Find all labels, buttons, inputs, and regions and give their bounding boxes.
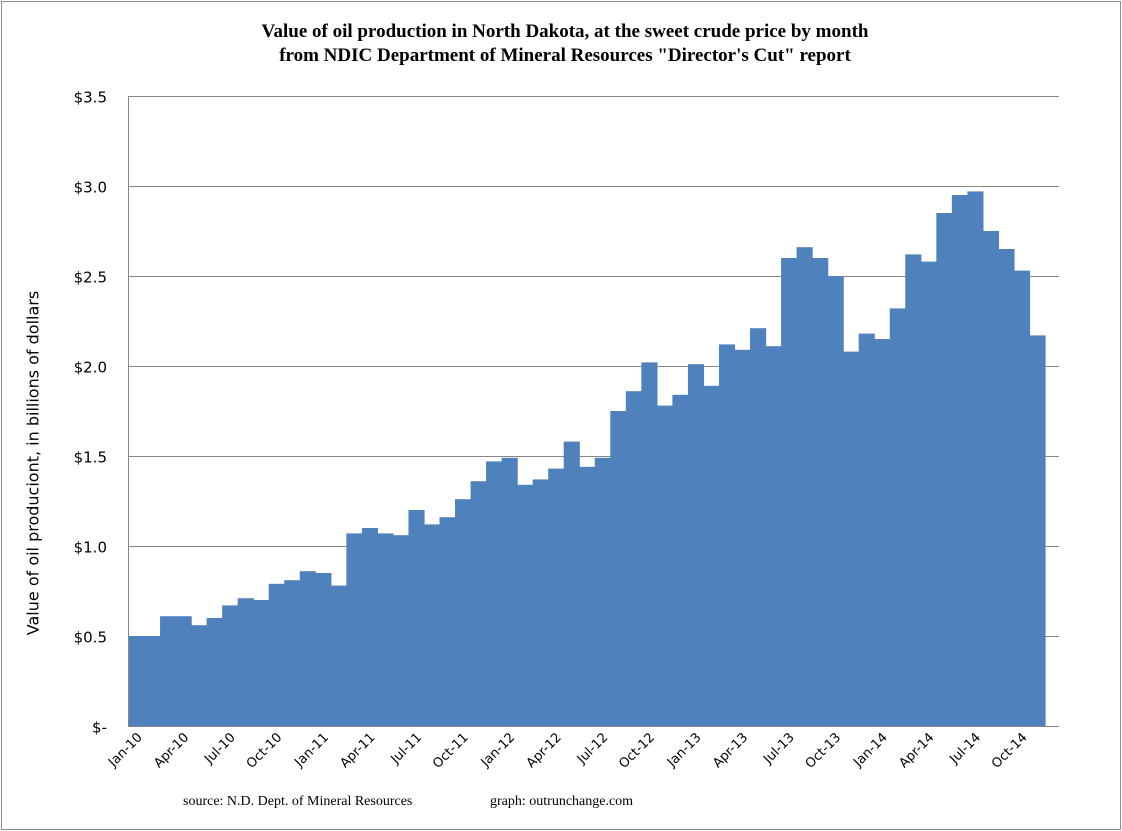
x-tick-label: Jan-11 bbox=[291, 730, 332, 771]
bar bbox=[1013, 270, 1031, 726]
bar bbox=[703, 385, 720, 726]
bar bbox=[951, 195, 968, 726]
bar bbox=[936, 213, 953, 726]
bar bbox=[672, 394, 689, 726]
x-tick-label: Oct-12 bbox=[616, 730, 658, 772]
x-tick-label: Jul-11 bbox=[388, 730, 425, 767]
y-tick-label: $2.5 bbox=[74, 269, 107, 287]
x-tick-label: Jul-13 bbox=[760, 730, 797, 767]
y-tick-label: $1.0 bbox=[74, 539, 107, 557]
bar bbox=[734, 349, 751, 726]
y-tick-label: $0.5 bbox=[74, 629, 107, 647]
x-tick-label: Apr-10 bbox=[151, 730, 192, 771]
graph-credit: graph: outrunchange.com bbox=[490, 794, 634, 809]
x-tick-label: Apr-12 bbox=[524, 730, 565, 771]
bar bbox=[858, 333, 875, 726]
bar bbox=[284, 580, 301, 726]
x-tick-label: Apr-14 bbox=[896, 730, 937, 771]
bar bbox=[253, 600, 270, 726]
bar bbox=[610, 411, 627, 726]
bar bbox=[548, 468, 565, 726]
bar bbox=[517, 484, 534, 726]
x-tick-label: Oct-14 bbox=[989, 730, 1031, 772]
bar bbox=[361, 528, 379, 726]
bar bbox=[299, 571, 316, 726]
bar bbox=[625, 391, 642, 726]
x-tick-label: Apr-13 bbox=[710, 730, 751, 771]
bar bbox=[687, 364, 705, 726]
y-tick-label: $3.0 bbox=[74, 179, 107, 197]
bar bbox=[874, 339, 891, 726]
bar bbox=[160, 616, 177, 726]
bar bbox=[315, 573, 332, 726]
x-tick-label: Oct-10 bbox=[244, 730, 286, 772]
x-tick-label: Jan-12 bbox=[478, 730, 519, 771]
bar bbox=[765, 346, 782, 726]
bar bbox=[392, 535, 410, 726]
x-tick-label: Jan-14 bbox=[850, 730, 891, 771]
bar bbox=[408, 510, 425, 726]
chart-title-line-1: Value of oil production in North Dakota,… bbox=[261, 21, 869, 42]
y-tick-label: $- bbox=[92, 719, 107, 737]
bar bbox=[129, 636, 146, 726]
x-tick-label: Oct-11 bbox=[430, 730, 472, 772]
bar bbox=[796, 247, 813, 726]
bar bbox=[594, 457, 611, 726]
bar bbox=[1029, 335, 1046, 726]
bar bbox=[718, 344, 736, 726]
chart-title-line-2: from NDIC Department of Mineral Resource… bbox=[279, 45, 851, 66]
x-tick-label: Jul-12 bbox=[574, 730, 611, 767]
bar bbox=[889, 308, 906, 726]
bar bbox=[330, 585, 347, 726]
bar bbox=[532, 479, 549, 726]
bar bbox=[206, 618, 223, 726]
bar bbox=[222, 605, 239, 726]
x-tick-label: Jan-10 bbox=[105, 730, 146, 771]
axes bbox=[128, 96, 1059, 727]
bar bbox=[905, 254, 922, 726]
bar bbox=[423, 524, 441, 726]
bar bbox=[144, 636, 161, 726]
x-tick-label: Jul-10 bbox=[201, 730, 238, 767]
bar bbox=[486, 461, 503, 726]
bar bbox=[781, 258, 798, 726]
bar bbox=[641, 362, 658, 726]
x-tick-labels: Jan-10 Apr-10 Jul-10 Oct-10 Jan-11 Apr-11 Jul-… bbox=[105, 730, 1030, 772]
bar bbox=[998, 249, 1015, 726]
x-tick-label: Jan-13 bbox=[664, 730, 705, 771]
bars bbox=[129, 191, 1046, 726]
y-tick-label: $2.0 bbox=[74, 359, 107, 377]
y-tick-label: $3.5 bbox=[74, 89, 107, 107]
bar bbox=[268, 583, 285, 726]
bar bbox=[750, 328, 767, 726]
bar bbox=[843, 351, 860, 726]
bar bbox=[501, 457, 518, 726]
bar bbox=[191, 625, 208, 726]
bar bbox=[455, 499, 472, 726]
bar bbox=[656, 405, 673, 726]
bar bbox=[982, 231, 1000, 726]
bar bbox=[237, 598, 254, 726]
bar bbox=[175, 616, 192, 726]
bar bbox=[812, 258, 829, 726]
bar bbox=[827, 276, 844, 726]
y-tick-label: $1.5 bbox=[74, 449, 107, 467]
bar bbox=[563, 441, 580, 726]
source-note: source: N.D. Dept. of Mineral Resources bbox=[183, 794, 413, 809]
x-tick-label: Apr-11 bbox=[337, 730, 378, 771]
bar bbox=[579, 466, 596, 726]
x-tick-label: Oct-13 bbox=[803, 730, 845, 772]
bar bbox=[377, 533, 394, 726]
bar bbox=[470, 481, 487, 726]
bar bbox=[967, 191, 984, 726]
bar bbox=[920, 261, 937, 726]
chart-title: Value of oil production in North Dakota,… bbox=[0, 20, 1122, 68]
x-tick-label: Jul-14 bbox=[947, 730, 984, 767]
bar bbox=[439, 517, 456, 726]
y-tick-labels: $- $0.5 $1.0 $1.5 $2.0 $2.5 $3.0 $3.5 bbox=[74, 89, 107, 737]
bar bbox=[346, 533, 363, 726]
